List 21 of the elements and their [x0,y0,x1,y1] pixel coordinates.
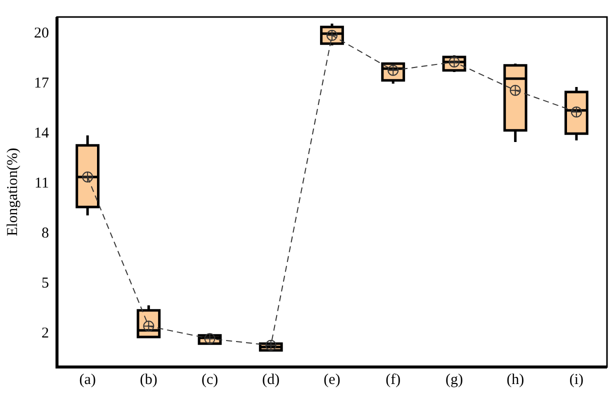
y-tick-label: 5 [42,276,49,292]
point [265,340,276,351]
y-tick-label: 2 [42,326,49,342]
x-tick-label: (a) [79,372,96,388]
y-tick-label: 11 [34,176,49,192]
y-tick-label: 20 [34,26,49,42]
y-tick-label: 8 [42,226,49,242]
x-tick-label: (f) [386,372,401,388]
point [82,172,94,182]
x-tick-label: (c) [201,372,218,388]
x-tick-label: (b) [140,372,158,388]
y-axis-title: Elongation(%) [4,148,21,236]
x-tick-label: (g) [445,372,463,388]
y-tick-label: 17 [34,76,50,92]
x-tick-label: (d) [262,372,280,388]
x-tick-label: (i) [569,372,584,388]
y-tick-label: 14 [34,126,50,142]
point [204,333,216,344]
point [510,84,521,96]
x-tick-label: (e) [324,372,340,388]
x-tick-label: (h) [506,372,524,388]
